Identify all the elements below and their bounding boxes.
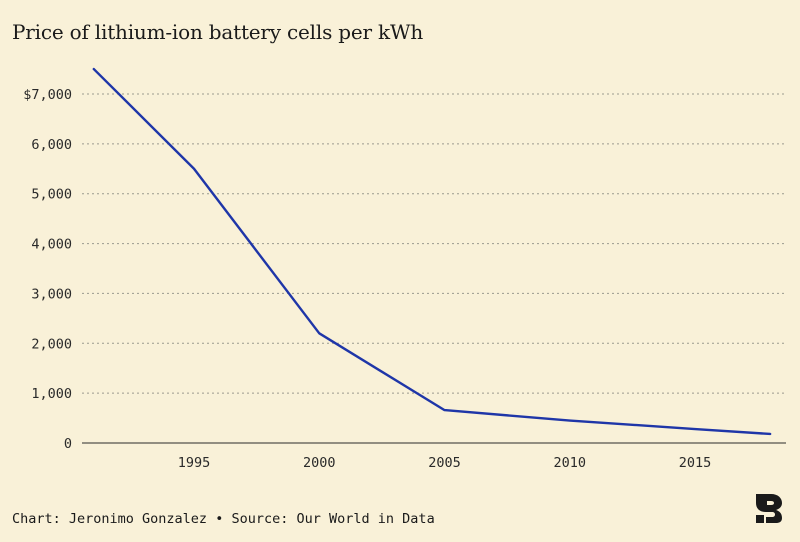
y-tick-label: $7,000 xyxy=(23,87,72,103)
y-tick-label: 1,000 xyxy=(31,386,72,402)
x-axis-ticks: 1995 2000 2005 2010 2015 xyxy=(178,455,712,471)
source-link[interactable]: Source: Our World in Data xyxy=(231,511,435,527)
y-axis-ticks: 0 1,000 2,000 3,000 4,000 5,000 6,000 $7,000 xyxy=(23,87,72,452)
x-tick-label: 1995 xyxy=(178,455,211,471)
y-tick-label: 5,000 xyxy=(31,187,72,203)
y-tick-label: 6,000 xyxy=(31,137,72,153)
y-tick-label: 3,000 xyxy=(31,286,72,302)
chart-title: Price of lithium-ion battery cells per k… xyxy=(12,20,424,44)
y-tick-label: 2,000 xyxy=(31,336,72,352)
y-tick-label: 4,000 xyxy=(31,237,72,253)
chart-credit: Chart: Jeronimo Gonzalez xyxy=(12,511,208,527)
series-line xyxy=(92,67,772,436)
y-tick-label: 0 xyxy=(64,436,72,452)
x-tick-label: 2015 xyxy=(679,455,712,471)
footer-separator: • xyxy=(215,511,224,527)
gridlines xyxy=(82,93,786,394)
x-tick-label: 2000 xyxy=(303,455,336,471)
x-tick-label: 2005 xyxy=(428,455,461,471)
chart-footer: Chart: Jeronimo Gonzalez • Source: Our W… xyxy=(12,511,435,527)
x-tick-label: 2010 xyxy=(553,455,586,471)
series-group xyxy=(92,67,772,436)
publication-logo-icon xyxy=(756,494,782,523)
